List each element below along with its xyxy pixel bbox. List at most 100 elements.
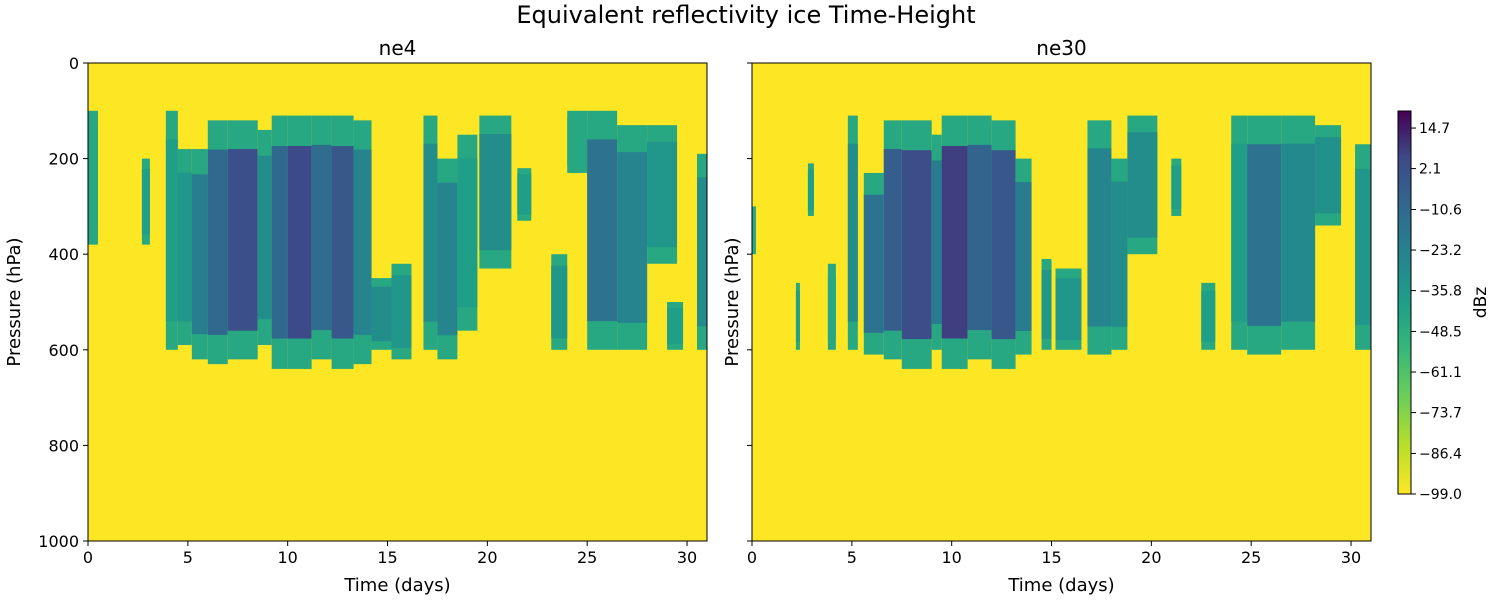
- heatmap-cell-core: [647, 141, 678, 248]
- heatmap-cell-core: [967, 144, 992, 331]
- y-axis-label: Pressure (hPa): [722, 237, 743, 366]
- heatmap-cell-core: [931, 160, 942, 324]
- heatmap-cell-core: [371, 286, 392, 342]
- panel-ne4: ne4 0 5 10 15 20 25 30 0 200 400 600 800 1000 Time (da…: [4, 36, 708, 596]
- heatmap-cell-core: [1315, 137, 1342, 214]
- x-tick-label: 10: [941, 548, 961, 567]
- heatmap-cell-core: [88, 126, 98, 229]
- x-tick-label: 5: [847, 548, 857, 567]
- y-tick-label: 200: [48, 150, 79, 169]
- heatmap-cell-core: [617, 152, 648, 323]
- colorbar-frame: [1397, 110, 1412, 495]
- panel-ne30: ne30 0 5 10 15 20 25 30 Time (days) Pressure (hPa…: [722, 36, 1372, 596]
- heatmap-cell-core: [1281, 143, 1316, 322]
- x-tick-label: 15: [1041, 548, 1061, 567]
- heatmap-cell-core: [311, 144, 332, 331]
- x-tick-label: 25: [577, 548, 597, 567]
- heatmap-cell-core: [697, 177, 707, 327]
- panel-title: ne4: [379, 36, 417, 60]
- colorbar-tick-label: −35.8: [1419, 284, 1462, 300]
- heatmap-cell-core: [901, 150, 932, 340]
- heatmap-cell-core: [191, 174, 208, 335]
- x-tick-label: 20: [1141, 548, 1161, 567]
- y-tick-label: 0: [69, 54, 79, 73]
- x-tick-label: 20: [477, 548, 497, 567]
- heatmap-cell-core: [1111, 181, 1128, 327]
- heatmap-cell-core: [1201, 290, 1216, 342]
- heatmap-cell-core: [667, 307, 684, 345]
- y-tick-label: 400: [48, 245, 79, 264]
- heatmap-cell-core: [1171, 165, 1182, 210]
- x-tick-label: 30: [677, 548, 697, 567]
- heatmap-cell-core: [1015, 182, 1032, 332]
- heatmap-cell-core: [207, 149, 228, 335]
- heatmap-cell-core: [827, 274, 836, 340]
- heatmap-cell-core: [752, 212, 756, 249]
- x-tick-label: 15: [377, 548, 397, 567]
- heatmap-cell-core: [883, 149, 902, 331]
- heatmap-cell-core: [287, 145, 312, 339]
- heatmap-cell-core: [941, 145, 968, 339]
- heatmap-cell-core: [391, 275, 412, 348]
- colorbar-tick-label: −86.4: [1419, 446, 1462, 462]
- x-axis-label: Time (days): [343, 575, 450, 596]
- x-tick-label: 25: [1241, 548, 1261, 567]
- heatmap-cell-core: [1055, 278, 1082, 341]
- heatmap-cell-core: [177, 172, 192, 322]
- heatmap-cell-core: [1247, 144, 1282, 326]
- heatmap-cell-core: [1355, 168, 1371, 326]
- heatmap-cell-core: [227, 149, 258, 331]
- heatmap-cell-core: [437, 182, 458, 336]
- x-axis-label: Time (days): [1007, 575, 1114, 596]
- heatmap-cell-core: [1041, 269, 1052, 339]
- y-tick-label: 800: [48, 436, 79, 455]
- colorbar-tick-label: 2.1: [1419, 162, 1441, 178]
- heatmap-cell-core: [795, 290, 800, 342]
- colorbar: 14.7 2.1 −10.6 −23.2 −35.8 −48.5 −61.1 −73.7 −86…: [1397, 110, 1491, 503]
- heatmap-cell-core: [331, 145, 354, 339]
- colorbar-tick-label: −99.0: [1419, 487, 1462, 503]
- heatmap-cell-core: [1127, 132, 1158, 238]
- x-tick-label: 0: [747, 548, 757, 567]
- heatmap-cell-core: [567, 118, 588, 166]
- heatmap-cell-core: [847, 143, 858, 322]
- heatmap-cell-core: [353, 149, 372, 335]
- colorbar-tick-label: 14.7: [1419, 121, 1450, 137]
- colorbar-tick-label: −10.6: [1419, 202, 1462, 218]
- plot-frame: [87, 62, 708, 542]
- y-axis-label: Pressure (hPa): [4, 237, 25, 366]
- heatmap-cell-core: [517, 174, 532, 215]
- heatmap-cell-core: [165, 139, 178, 322]
- x-tick-label: 10: [277, 548, 297, 567]
- heatmap-cell-core: [257, 155, 272, 320]
- heatmap-cell-core: [807, 169, 814, 210]
- y-tick-label: 600: [48, 341, 79, 360]
- heatmap-cell-core: [551, 265, 568, 339]
- heatmap-cell-core: [141, 168, 150, 235]
- colorbar-gradient: [1398, 111, 1411, 494]
- x-tick-label: 0: [83, 548, 93, 567]
- plot-frame: [751, 62, 1372, 542]
- heatmap-cell-core: [863, 194, 884, 333]
- colorbar-label: dBz: [1471, 287, 1491, 318]
- heatmap-cell-core: [271, 145, 288, 339]
- heatmap-cells: [752, 115, 1371, 369]
- colorbar-tick-label: −48.5: [1419, 324, 1462, 340]
- y-tick-label: 1000: [38, 532, 79, 551]
- chart-suptitle: Equivalent reflectivity ice Time-Height: [516, 1, 975, 29]
- x-tick-label: 5: [183, 548, 193, 567]
- colorbar-tick-label: −23.2: [1419, 243, 1462, 259]
- x-tick-label: 30: [1341, 548, 1361, 567]
- heatmap-cell-core: [457, 158, 478, 308]
- heatmap-cell-core: [1087, 148, 1112, 327]
- heatmap-cell-core: [991, 150, 1016, 340]
- colorbar-tick-label: −61.1: [1419, 365, 1462, 381]
- heatmap-cell-core: [1231, 143, 1248, 322]
- heatmap-cells: [88, 110, 707, 369]
- heatmap-cell-core: [423, 143, 438, 322]
- heatmap-cell-core: [587, 139, 618, 322]
- panel-title: ne30: [1036, 36, 1086, 60]
- colorbar-tick-label: −73.7: [1419, 406, 1462, 422]
